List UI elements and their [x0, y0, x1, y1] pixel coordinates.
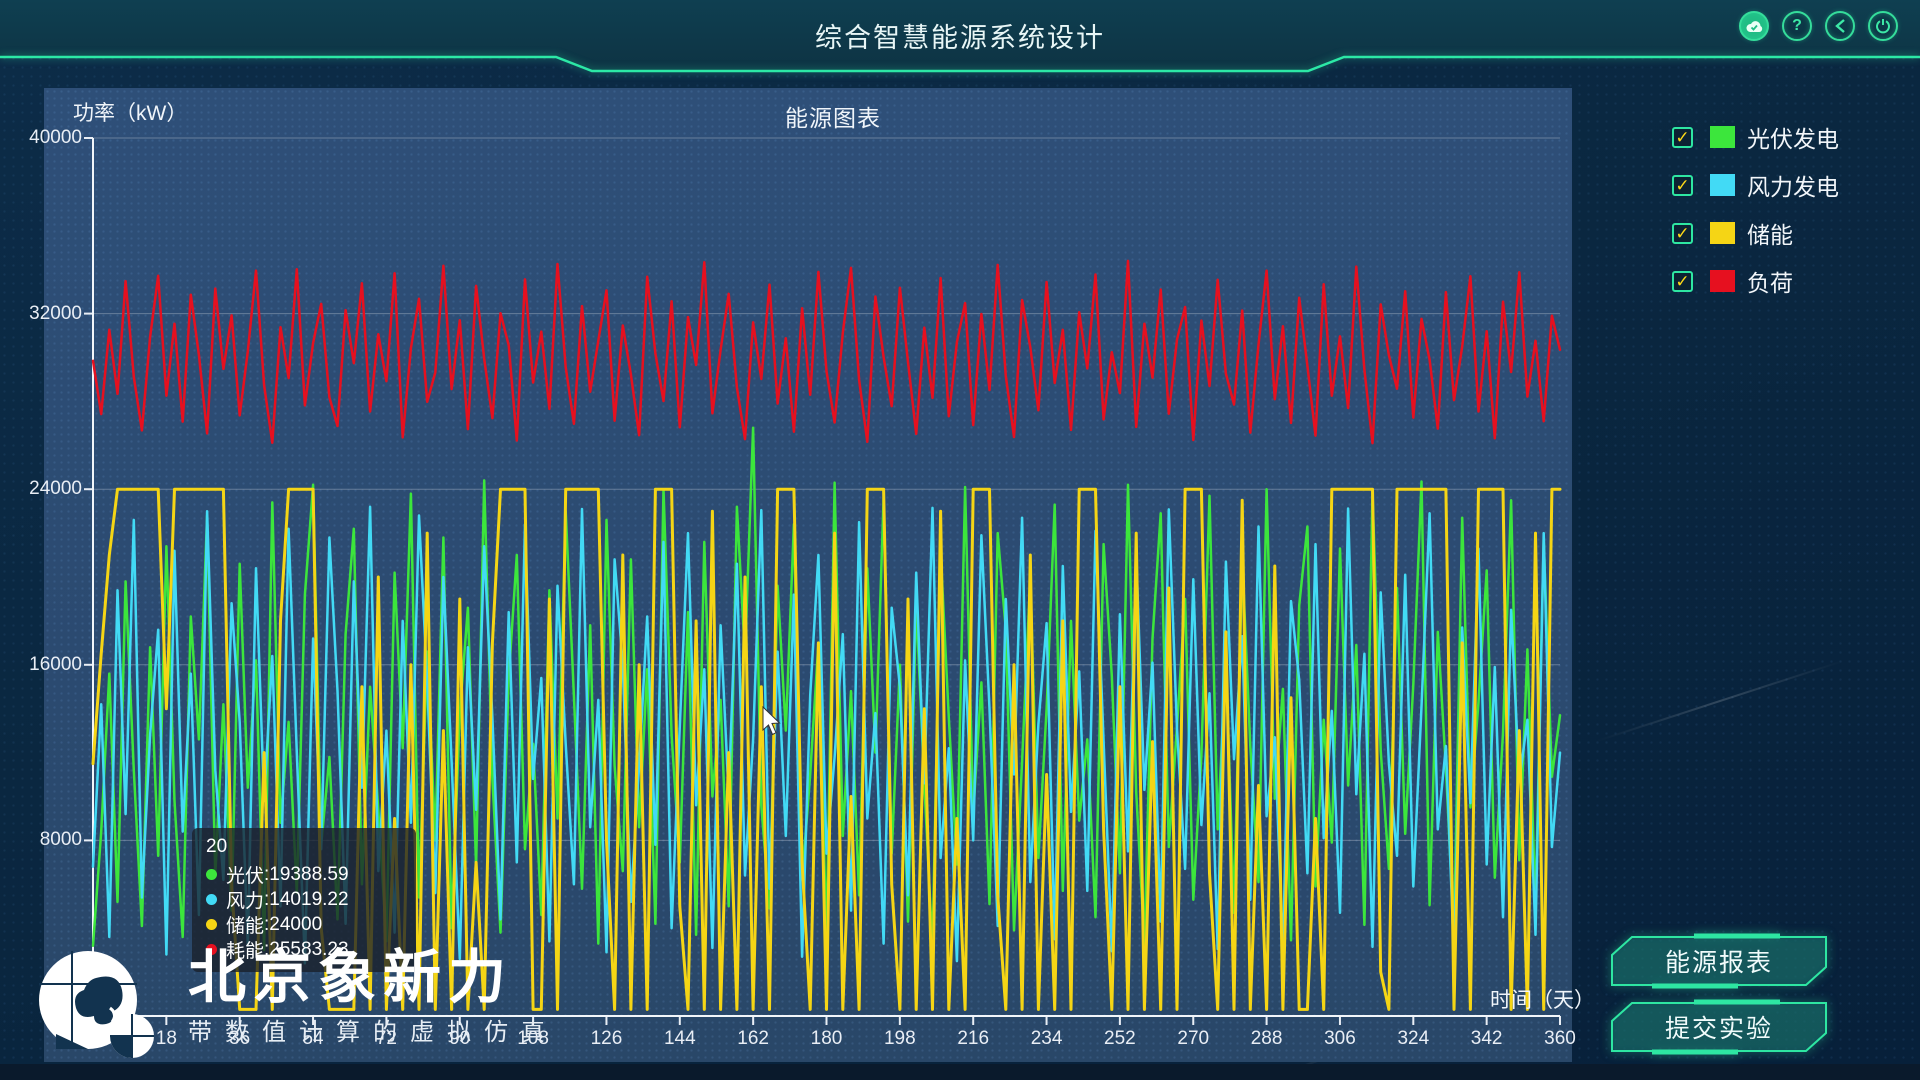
- legend-row-wind[interactable]: ✓ 风力发电: [1672, 170, 1839, 200]
- x-tick-label: 90: [449, 1028, 471, 1049]
- x-tick-label: 162: [737, 1028, 769, 1049]
- y-tick-label: 8000: [39, 829, 82, 851]
- x-tick-label: 108: [517, 1028, 549, 1049]
- legend-label-storage: 储能: [1747, 222, 1793, 248]
- x-tick-label: 72: [375, 1028, 397, 1049]
- legend-row-pv[interactable]: ✓ 光伏发电: [1672, 122, 1839, 152]
- tooltip-row-pv: 光伏 : 19388.59: [206, 862, 402, 887]
- x-tick-label: 270: [1177, 1028, 1210, 1049]
- x-tick-label: 360: [1544, 1028, 1576, 1049]
- y-tick-label: 16000: [29, 653, 82, 675]
- x-tick-label: 288: [1250, 1028, 1283, 1049]
- mouse-cursor: [762, 706, 781, 736]
- checkbox-pv[interactable]: ✓: [1672, 126, 1693, 148]
- app-title: 综合智慧能源系统设计: [815, 23, 1105, 53]
- x-tick-label: 306: [1324, 1028, 1356, 1049]
- x-tick-label: 144: [663, 1028, 696, 1049]
- wind-dot-icon: [206, 894, 217, 905]
- submit-experiment-button[interactable]: 提交实验: [1608, 999, 1830, 1055]
- light-streak: [1596, 659, 1844, 743]
- x-tick-label: 54: [302, 1028, 324, 1049]
- brand-logo-area: 北京象新力 带数值计算的虚拟仿真: [26, 948, 558, 1060]
- x-tick-label: 198: [883, 1028, 916, 1049]
- tooltip-row-storage: 储能 : 24000: [206, 912, 402, 937]
- back-icon[interactable]: [1825, 11, 1855, 41]
- checkbox-storage[interactable]: ✓: [1672, 222, 1693, 244]
- power-icon[interactable]: [1868, 11, 1898, 41]
- x-tick-label: 36: [229, 1028, 251, 1049]
- legend-label-load: 负荷: [1747, 270, 1793, 296]
- y-axis-name: 功率（kW）: [73, 102, 188, 125]
- brand-name: 北京象新力: [188, 945, 514, 1010]
- swatch-load: [1710, 270, 1735, 292]
- brand-tagline: 带数值计算的虚拟仿真: [188, 1019, 558, 1046]
- x-tick-label: 18: [155, 1028, 177, 1049]
- x-tick-label: 216: [957, 1028, 990, 1049]
- tooltip-day: 20: [206, 836, 228, 857]
- cloud-sync-icon[interactable]: [1739, 11, 1769, 41]
- x-axis-name: 时间（天）: [1490, 989, 1595, 1012]
- swatch-storage: [1710, 222, 1735, 244]
- legend-label-pv: 光伏发电: [1747, 126, 1839, 152]
- help-icon[interactable]: ?: [1782, 11, 1812, 41]
- storage-dot-icon: [206, 919, 217, 930]
- chart-title: 能源图表: [785, 105, 881, 131]
- tooltip-row-wind: 风力 : 14019.22: [206, 887, 402, 912]
- brand-logo-icon: [39, 951, 154, 1058]
- legend-label-wind: 风力发电: [1747, 174, 1839, 200]
- y-tick-label: 24000: [29, 478, 82, 500]
- bottom-strip: [0, 1064, 1920, 1080]
- x-tick-label: 234: [1030, 1028, 1063, 1049]
- x-tick-label: 342: [1470, 1028, 1503, 1049]
- x-tick-label: 126: [590, 1028, 623, 1049]
- energy-report-button[interactable]: 能源报表: [1608, 933, 1830, 989]
- pv-dot-icon: [206, 869, 217, 880]
- legend-row-storage[interactable]: ✓ 储能: [1672, 218, 1839, 248]
- x-tick-label: 324: [1397, 1028, 1430, 1049]
- legend-row-load[interactable]: ✓ 负荷: [1672, 266, 1839, 296]
- swatch-pv: [1710, 126, 1735, 148]
- checkbox-wind[interactable]: ✓: [1672, 174, 1693, 196]
- x-tick-label: 252: [1104, 1028, 1136, 1049]
- y-tick-label: 40000: [29, 127, 82, 148]
- checkbox-load[interactable]: ✓: [1672, 270, 1693, 292]
- x-tick-label: 180: [810, 1028, 843, 1049]
- chart-legend: ✓ 光伏发电 ✓ 风力发电 ✓ 储能 ✓ 负荷: [1672, 122, 1839, 314]
- swatch-wind: [1710, 174, 1735, 196]
- y-tick-label: 32000: [29, 302, 82, 324]
